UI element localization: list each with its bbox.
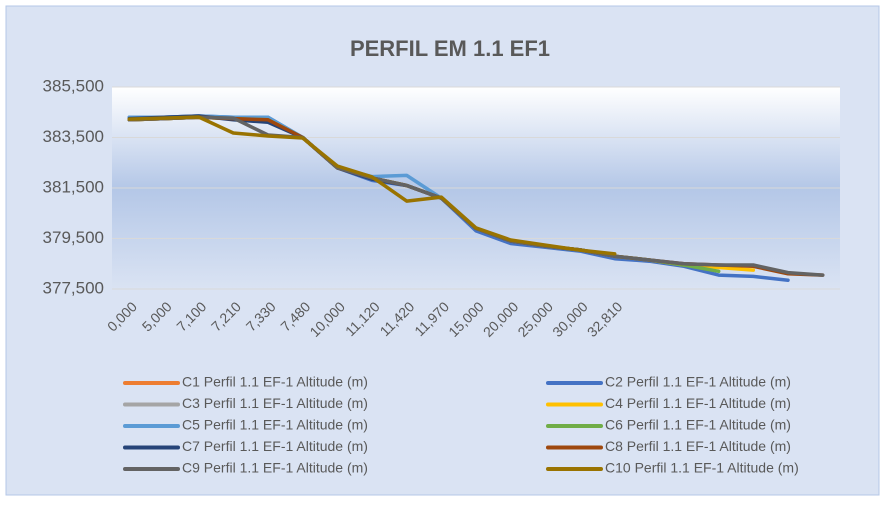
legend-label: C6 Perfil 1.1 EF-1 Altitude (m) <box>605 417 791 433</box>
y-tick-label: 383,500 <box>43 127 104 146</box>
legend-label: C10 Perfil 1.1 EF-1 Altitude (m) <box>605 460 799 476</box>
legend-label: C2 Perfil 1.1 EF-1 Altitude (m) <box>605 374 791 390</box>
legend-label: C8 Perfil 1.1 EF-1 Altitude (m) <box>605 438 791 454</box>
legend-label: C3 Perfil 1.1 EF-1 Altitude (m) <box>182 395 368 411</box>
series-line <box>127 115 617 256</box>
y-tick-label: 381,500 <box>43 177 104 196</box>
legend-label: C4 Perfil 1.1 EF-1 Altitude (m) <box>605 395 791 411</box>
legend-label: C9 Perfil 1.1 EF-1 Altitude (m) <box>182 460 368 476</box>
legend-label: C1 Perfil 1.1 EF-1 Altitude (m) <box>182 374 368 390</box>
legend-label: C7 Perfil 1.1 EF-1 Altitude (m) <box>182 438 368 454</box>
y-tick-label: 379,500 <box>43 228 104 247</box>
legend-label: C5 Perfil 1.1 EF-1 Altitude (m) <box>182 417 368 433</box>
chart-title: PERFIL EM 1.1 EF1 <box>350 36 550 61</box>
y-tick-label: 385,500 <box>43 76 104 95</box>
y-tick-label: 377,500 <box>43 278 104 297</box>
